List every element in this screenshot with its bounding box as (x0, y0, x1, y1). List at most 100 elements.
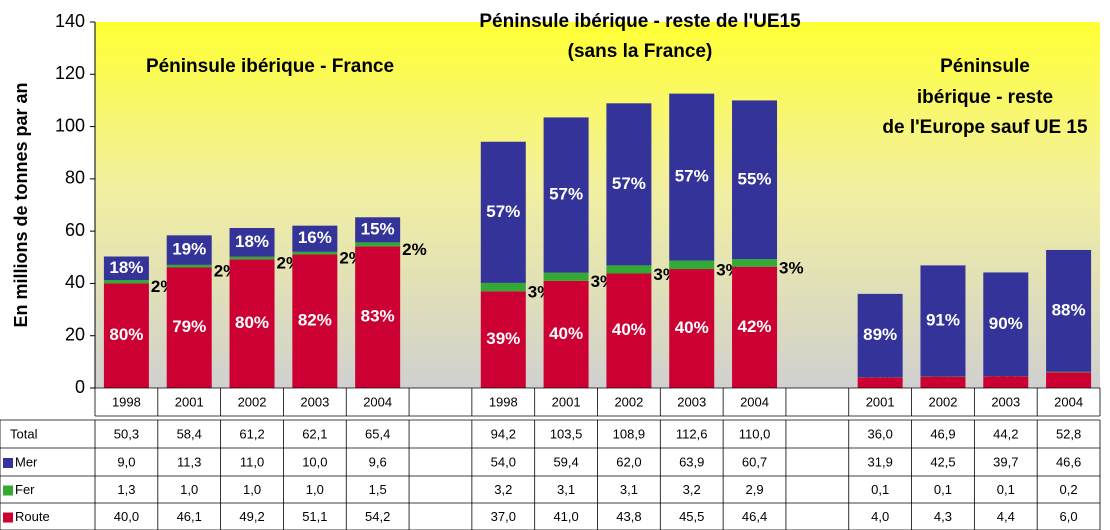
bar-segment (543, 272, 589, 281)
table-cell: 1,0 (243, 482, 261, 497)
table-cell: 42,5 (930, 454, 955, 469)
x-tick-label: 1998 (489, 394, 518, 409)
table-cell: 31,9 (868, 454, 893, 469)
share-label: 11% (1052, 371, 1085, 390)
table-cell: 3,1 (557, 482, 575, 497)
share-label: 82% (298, 311, 332, 330)
x-tick-label: 2003 (677, 394, 706, 409)
group-title: Péninsule ibérique - France (146, 56, 394, 77)
table-cell: 0,1 (997, 482, 1015, 497)
bar-segment (669, 269, 715, 388)
table-cell: 50,3 (114, 426, 139, 441)
y-tick-label: 40 (65, 272, 85, 292)
bar-segment (229, 228, 275, 257)
y-tick-label: 120 (55, 63, 85, 83)
table-cell: 44,2 (993, 426, 1018, 441)
legend-swatch (3, 512, 13, 523)
bar-segment (732, 100, 778, 260)
bar-segment (983, 376, 1029, 388)
table-cell: 3,2 (683, 482, 701, 497)
table-cell: 43,8 (616, 509, 641, 524)
table-cell: 62,0 (616, 454, 641, 469)
share-label: 15% (361, 219, 395, 238)
table-cell: 0,1 (871, 482, 889, 497)
x-tick-label: 2002 (929, 394, 958, 409)
table-cell: 11,0 (240, 454, 264, 469)
share-label: 91% (926, 310, 960, 329)
table-cell: 51,1 (302, 509, 327, 524)
table-cell: 3,2 (494, 482, 512, 497)
x-tick-label: 2001 (866, 394, 895, 409)
bar-segment (606, 103, 652, 266)
y-tick-label: 0 (75, 377, 85, 397)
table-cell: 1,0 (180, 482, 198, 497)
x-tick-label: 2003 (991, 394, 1020, 409)
bar-segment (1046, 249, 1092, 372)
bar-segment (166, 235, 212, 265)
bar-segment (606, 273, 652, 388)
bar-segment (480, 291, 526, 388)
share-label: 57% (549, 185, 583, 204)
share-label: 19% (172, 240, 206, 259)
table-cell: 4,0 (871, 509, 889, 524)
bar-segment (103, 283, 149, 388)
bar-segment (355, 246, 401, 388)
share-label: 90% (989, 314, 1023, 333)
y-tick-label: 140 (55, 11, 85, 31)
table-cell: 37,0 (491, 509, 516, 524)
table-cell: 10,0 (302, 454, 327, 469)
group-title: ibérique - reste (917, 87, 1053, 108)
table-cell: 60,7 (742, 454, 767, 469)
bar-segment (920, 265, 966, 377)
share-label: 16% (298, 228, 332, 247)
x-tick-label: 2004 (740, 394, 769, 409)
x-tick-label: 2001 (552, 394, 581, 409)
table-cell: 3,1 (620, 482, 638, 497)
bar-segment (983, 272, 1029, 377)
bar-segment (166, 264, 212, 268)
table-cell: 110,0 (739, 426, 771, 441)
x-tick-label: 1998 (112, 394, 141, 409)
table-cell: 46,1 (177, 509, 202, 524)
table-cell: 9,6 (369, 454, 387, 469)
table-cell: 0,1 (934, 482, 952, 497)
bar-segment (292, 251, 338, 255)
bar-segment (606, 265, 652, 274)
table-cell: 59,4 (553, 454, 578, 469)
row-header: Total (10, 426, 38, 441)
group-title: Péninsule ibérique - reste de l'UE15 (479, 11, 801, 32)
share-label: 88% (1052, 300, 1086, 319)
y-tick-label: 100 (55, 115, 85, 135)
table-cell: 11,3 (177, 454, 201, 469)
table-cell: 65,4 (365, 426, 390, 441)
legend-swatch (3, 485, 13, 496)
bar-segment (732, 259, 778, 267)
table-cell: 0,2 (1060, 482, 1078, 497)
share-label: 57% (486, 202, 520, 221)
bar-segment (669, 93, 715, 261)
table-cell: 1,5 (369, 482, 387, 497)
bar-segment (480, 282, 526, 292)
bar-segment (229, 256, 275, 260)
share-label: 40% (612, 320, 646, 339)
y-axis-label: En millions de tonnes par an (11, 82, 31, 327)
share-label: 18% (235, 232, 269, 251)
group-title: de l'Europe sauf UE 15 (882, 117, 1088, 138)
table-cell: 103,5 (550, 426, 583, 441)
share-label: 40% (549, 324, 583, 343)
table-cell: 49,2 (239, 509, 264, 524)
table-cell: 40,0 (114, 509, 139, 524)
bar-segment (103, 256, 149, 281)
bar-segment (857, 377, 903, 388)
bar-segment (543, 280, 589, 388)
share-label: 83% (361, 307, 395, 326)
y-tick-label: 20 (65, 324, 85, 344)
share-label: 79% (172, 317, 206, 336)
table-cell: 41,0 (553, 509, 578, 524)
row-header: Route (15, 509, 50, 524)
table-cell: 4,4 (997, 509, 1015, 524)
x-tick-label: 2002 (238, 394, 267, 409)
share-label: 39% (486, 329, 520, 348)
table-cell: 6,0 (1060, 509, 1078, 524)
table-cell: 54,2 (365, 509, 390, 524)
